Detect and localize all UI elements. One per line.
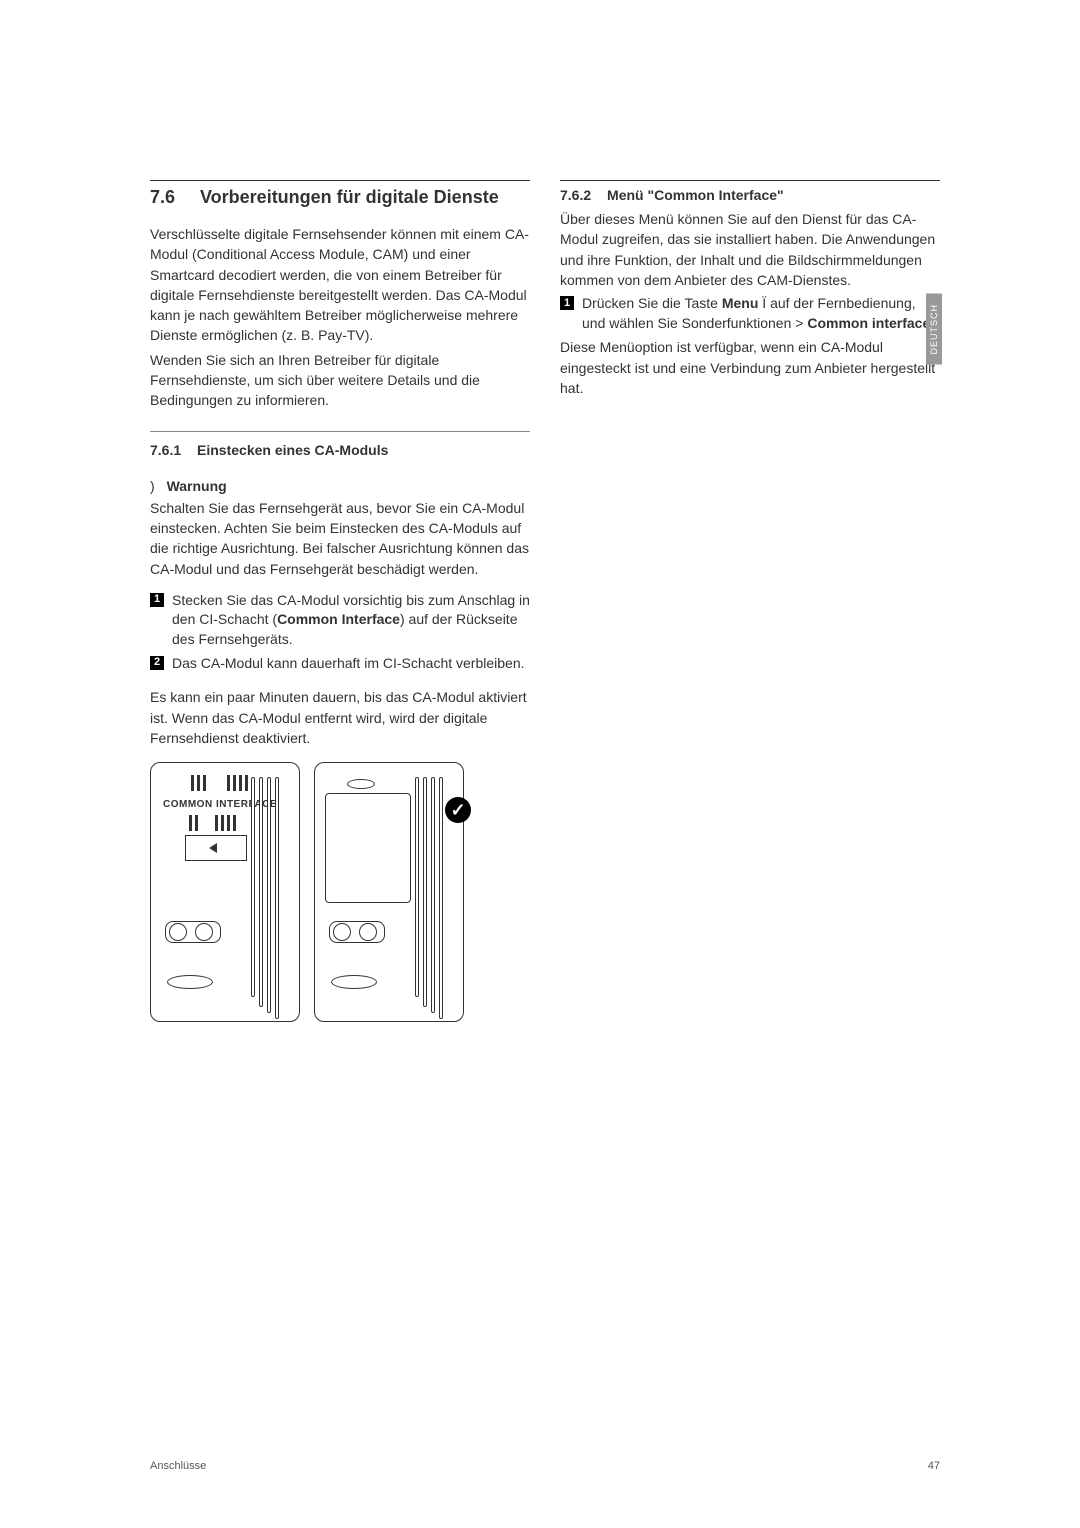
subsection-title-2: Menü "Common Interface"	[607, 187, 784, 203]
subsection-heading: 7.6.1 Einstecken eines CA-Moduls	[150, 442, 530, 458]
warning-marker: )	[150, 478, 155, 494]
page-footer: Anschlüsse 47	[150, 1460, 940, 1472]
step-marker-1: 1	[150, 593, 164, 607]
warning-label-text: Warnung	[167, 478, 227, 494]
diagram-panel-left: COMMON INTERFACE	[150, 762, 300, 1022]
page-content: 7.6 Vorbereitungen für digitale Dienste …	[0, 0, 1080, 1082]
left-column: 7.6 Vorbereitungen für digitale Dienste …	[150, 180, 530, 1022]
section-number: 7.6	[150, 187, 200, 208]
footer-page-number: 47	[928, 1460, 940, 1472]
right-step-1-text: Drücken Sie die Taste Menu Ï auf der Fer…	[582, 294, 940, 333]
section-rule-right	[560, 180, 940, 181]
subsection-number-2: 7.6.2	[560, 187, 591, 203]
section-rule	[150, 180, 530, 181]
section-title: Vorbereitungen für digitale Dienste	[200, 187, 530, 208]
right-paragraph-2: Diese Menüoption ist verfügbar, wenn ein…	[560, 337, 940, 398]
step-2-text: Das CA-Modul kann dauerhaft im CI-Schach…	[172, 654, 530, 674]
right-step-1: 1 Drücken Sie die Taste Menu Ï auf der F…	[560, 294, 940, 333]
subsection-heading-2: 7.6.2 Menü "Common Interface"	[560, 187, 940, 203]
right-column: 7.6.2 Menü "Common Interface" Über diese…	[560, 180, 940, 1022]
step-list: 1 Stecken Sie das CA-Modul vorsichtig bi…	[150, 591, 530, 673]
language-tab: DEUTSCH	[926, 294, 942, 365]
intro-paragraph-2: Wenden Sie sich an Ihren Betreiber für d…	[150, 350, 530, 411]
check-icon: ✓	[445, 797, 471, 823]
warning-heading: ) Warnung	[150, 478, 530, 494]
step-2: 2 Das CA-Modul kann dauerhaft im CI-Scha…	[150, 654, 530, 674]
after-steps-text: Es kann ein paar Minuten dauern, bis das…	[150, 687, 530, 748]
footer-left: Anschlüsse	[150, 1460, 206, 1472]
subsection-title: Einstecken eines CA-Moduls	[197, 442, 388, 458]
warning-text: Schalten Sie das Fernsehgerät aus, bevor…	[150, 498, 530, 579]
step-1-text: Stecken Sie das CA-Modul vorsichtig bis …	[172, 591, 530, 650]
diagram-panel-right: ✓	[314, 762, 464, 1022]
right-step-marker-1: 1	[560, 296, 574, 310]
intro-paragraph-1: Verschlüsselte digitale Fernsehsender kö…	[150, 224, 530, 346]
right-paragraph-1: Über dieses Menü können Sie auf den Dien…	[560, 209, 940, 290]
step-1: 1 Stecken Sie das CA-Modul vorsichtig bi…	[150, 591, 530, 650]
diagram: COMMON INTERFACE	[150, 762, 530, 1022]
subsection-number: 7.6.1	[150, 442, 181, 458]
subsection-rule	[150, 431, 530, 432]
step-marker-2: 2	[150, 656, 164, 670]
section-heading: 7.6 Vorbereitungen für digitale Dienste	[150, 187, 530, 208]
